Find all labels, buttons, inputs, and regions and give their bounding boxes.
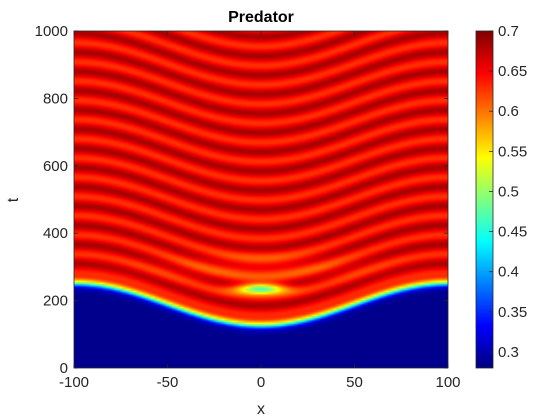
colorbar-tick-label: 0.7: [498, 23, 519, 40]
colorbar-frame: [475, 30, 494, 369]
colorbar-ticks: 0.3 0.35 0.4 0.45 0.5 0.55 0.6 0.65 0.7: [489, 23, 527, 361]
heatmap-canvas: [74, 31, 448, 368]
y-tick-label: 800: [43, 90, 68, 107]
colorbar-tick-label: 0.4: [498, 264, 519, 281]
colorbar-tick-label: 0.45: [498, 224, 527, 241]
x-tick-label: -50: [157, 374, 179, 391]
colorbar-tick-label: 0.5: [498, 183, 519, 200]
x-tick-label: 100: [435, 374, 460, 391]
colorbar-tick-label: 0.65: [498, 63, 527, 80]
colorbar-tick-label: 0.6: [498, 103, 519, 120]
y-axis-ticks: 0 200 400 600 800 1000: [35, 23, 448, 377]
y-tick-label: 600: [43, 158, 68, 175]
x-tick-label: -100: [59, 374, 89, 391]
colorbar-tick-label: 0.55: [498, 143, 527, 160]
y-tick-label: 0: [60, 360, 68, 377]
y-tick-label: 200: [43, 293, 68, 310]
y-tick-label: 400: [43, 225, 68, 242]
x-tick-label: 50: [346, 374, 363, 391]
colorbar: [476, 31, 493, 368]
x-axis-ticks: -100 -50 0 50 100: [59, 31, 461, 391]
x-tick-label: 0: [257, 374, 265, 391]
y-axis-label: t: [5, 197, 22, 202]
heatmap-field: [74, 31, 448, 368]
y-tick-label: 1000: [35, 23, 68, 40]
x-axis-label: x: [257, 401, 265, 418]
colorbar-tick-label: 0.35: [498, 304, 527, 321]
chart-title: Predator: [228, 9, 294, 26]
colorbar-canvas: [476, 31, 493, 368]
colorbar-tick-label: 0.3: [498, 344, 519, 361]
